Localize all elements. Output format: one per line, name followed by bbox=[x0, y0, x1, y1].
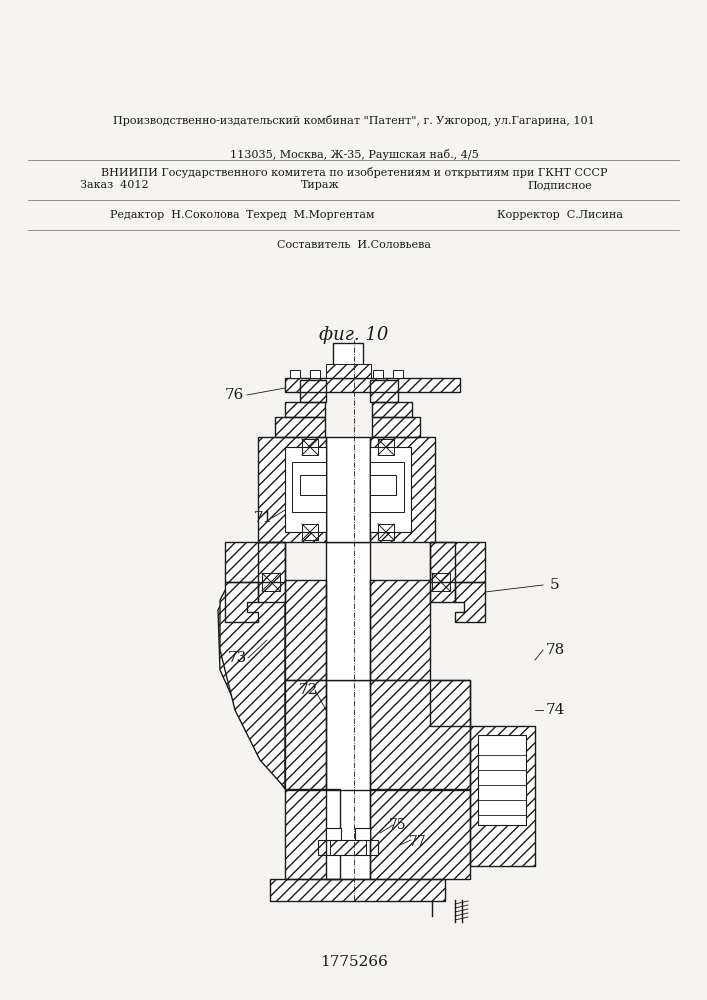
Text: Корректор  С.Лисина: Корректор С.Лисина bbox=[497, 210, 623, 220]
Bar bbox=[370, 580, 430, 680]
Bar bbox=[225, 542, 285, 582]
Text: Техред  М.Моргентам: Техред М.Моргентам bbox=[246, 210, 374, 220]
Text: 73: 73 bbox=[228, 651, 247, 665]
Bar bbox=[370, 447, 411, 532]
Text: Заказ  4012: Заказ 4012 bbox=[80, 180, 148, 190]
Bar bbox=[326, 789, 370, 879]
Bar bbox=[285, 789, 340, 879]
Text: 76: 76 bbox=[224, 388, 244, 402]
Bar bbox=[430, 542, 485, 582]
Bar bbox=[393, 370, 403, 378]
Bar bbox=[355, 828, 370, 840]
Polygon shape bbox=[225, 582, 258, 622]
Bar bbox=[432, 573, 450, 591]
Text: 74: 74 bbox=[545, 703, 565, 717]
Bar bbox=[370, 380, 398, 402]
Text: Составитель  И.Соловьева: Составитель И.Соловьева bbox=[277, 240, 431, 250]
Text: Производственно-издательский комбинат "Патент", г. Ужгород, ул.Гагарина, 101: Производственно-издательский комбинат "П… bbox=[113, 114, 595, 125]
Polygon shape bbox=[455, 582, 485, 622]
Bar bbox=[310, 370, 320, 378]
Text: 78: 78 bbox=[545, 643, 565, 657]
Bar bbox=[370, 680, 470, 790]
Text: 71: 71 bbox=[253, 511, 273, 525]
Bar bbox=[370, 437, 435, 542]
Bar bbox=[372, 402, 412, 417]
Bar bbox=[430, 680, 470, 726]
Bar bbox=[302, 439, 318, 455]
Bar bbox=[430, 542, 455, 602]
Bar bbox=[370, 437, 435, 542]
Bar bbox=[470, 726, 535, 866]
Bar bbox=[292, 462, 326, 512]
Bar bbox=[326, 828, 341, 840]
Bar bbox=[326, 364, 371, 378]
Polygon shape bbox=[218, 562, 285, 789]
Text: 75: 75 bbox=[389, 818, 407, 832]
Bar bbox=[225, 542, 285, 582]
Text: 5: 5 bbox=[550, 578, 560, 592]
Text: 72: 72 bbox=[298, 683, 317, 697]
Text: 1775266: 1775266 bbox=[320, 955, 388, 969]
Bar bbox=[333, 343, 363, 378]
Bar bbox=[430, 542, 455, 602]
Bar bbox=[258, 542, 285, 602]
Bar bbox=[430, 542, 485, 582]
Bar bbox=[275, 417, 325, 437]
Bar bbox=[318, 840, 378, 855]
Bar bbox=[270, 879, 445, 901]
Bar bbox=[378, 439, 394, 455]
Bar bbox=[285, 580, 326, 680]
Bar bbox=[258, 542, 285, 602]
Bar bbox=[285, 447, 326, 532]
Bar bbox=[300, 380, 326, 402]
Bar bbox=[330, 840, 366, 855]
Bar bbox=[262, 573, 280, 591]
Bar bbox=[370, 380, 398, 402]
Bar bbox=[258, 437, 326, 542]
Text: Подписное: Подписное bbox=[527, 180, 592, 190]
Bar bbox=[326, 542, 370, 680]
Bar bbox=[370, 580, 430, 680]
Bar bbox=[285, 680, 326, 790]
Bar bbox=[285, 402, 325, 417]
Bar bbox=[370, 462, 404, 512]
Bar bbox=[258, 437, 326, 542]
Text: 113035, Москва, Ж-35, Раушская наб., 4/5: 113035, Москва, Ж-35, Раушская наб., 4/5 bbox=[230, 149, 479, 160]
Bar bbox=[373, 370, 383, 378]
Bar bbox=[326, 680, 370, 790]
Bar bbox=[430, 680, 470, 726]
Text: ВНИИПИ Государственного комитета по изобретениям и открытиям при ГКНТ СССР: ВНИИПИ Государственного комитета по изоб… bbox=[101, 166, 607, 178]
Bar bbox=[275, 417, 325, 437]
Bar bbox=[370, 680, 470, 790]
Bar bbox=[270, 879, 445, 901]
Bar bbox=[372, 417, 420, 437]
Bar bbox=[372, 417, 420, 437]
Bar bbox=[300, 475, 326, 495]
Bar bbox=[290, 370, 300, 378]
Text: фиг. 10: фиг. 10 bbox=[320, 326, 389, 344]
Polygon shape bbox=[220, 560, 285, 788]
Text: 77: 77 bbox=[409, 835, 427, 849]
Bar bbox=[285, 402, 325, 417]
Bar bbox=[285, 580, 326, 680]
Bar bbox=[285, 378, 460, 392]
Bar bbox=[378, 524, 394, 540]
Bar bbox=[478, 735, 526, 825]
Bar bbox=[370, 789, 470, 879]
Bar bbox=[470, 726, 535, 866]
Text: Редактор  Н.Соколова: Редактор Н.Соколова bbox=[110, 210, 240, 220]
Bar bbox=[285, 680, 326, 790]
Bar bbox=[300, 380, 326, 402]
Text: Тираж: Тираж bbox=[300, 180, 339, 190]
Bar bbox=[302, 524, 318, 540]
Bar bbox=[285, 789, 340, 879]
Bar bbox=[285, 378, 460, 392]
Bar bbox=[370, 789, 470, 879]
Bar bbox=[370, 475, 396, 495]
Bar bbox=[372, 402, 412, 417]
Bar bbox=[326, 437, 370, 542]
